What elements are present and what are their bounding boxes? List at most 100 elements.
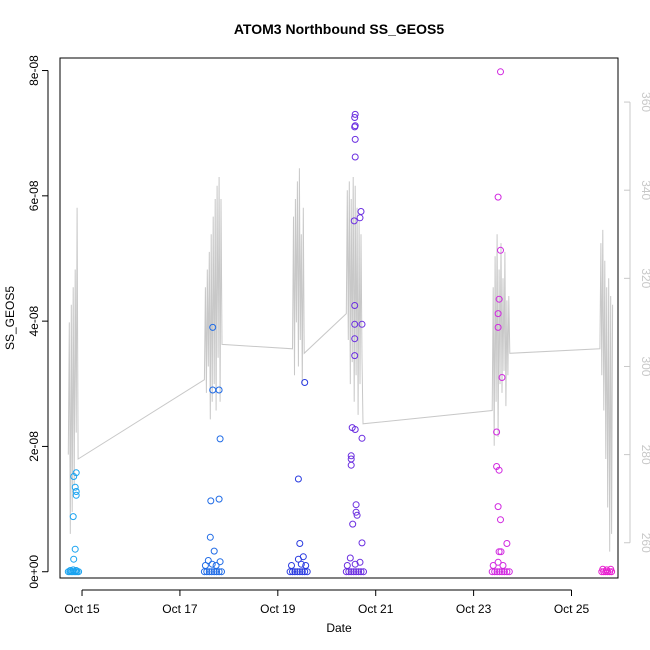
scatter-point: [301, 379, 309, 386]
scatter-point: [503, 568, 511, 576]
scatter-point: [209, 323, 217, 331]
x-tick-label: Oct 21: [358, 602, 394, 616]
scatter-point: [205, 568, 213, 576]
scatter-point: [360, 568, 367, 576]
x-tick-label: Oct 25: [554, 602, 590, 616]
chart-title: ATOM3 Northbound SS_GEOS5: [234, 21, 444, 37]
y-axis-label: SS_GEOS5: [3, 286, 17, 350]
scatter-point: [349, 520, 357, 528]
scatter-point: [499, 562, 507, 569]
scatter-point: [71, 545, 79, 553]
scatter-point: [351, 302, 359, 309]
scatter-point: [358, 434, 366, 442]
scatter-point: [298, 568, 306, 576]
scatter-point: [72, 491, 80, 499]
scatter-point: [496, 568, 503, 576]
scatter-point: [505, 568, 513, 576]
scatter-point: [357, 568, 365, 576]
scatter-point: [347, 452, 355, 460]
scatter-point: [72, 488, 80, 495]
scatter-point: [72, 469, 80, 477]
scatter-point: [495, 295, 503, 303]
scatter-point: [351, 320, 359, 328]
scatter-point: [208, 568, 216, 576]
scatter-point: [358, 320, 366, 328]
axes-layer: Oct 15 Oct 17 Oct 19 Oct 21 Oct 23 Oct 25 0e+0…: [27, 55, 650, 616]
scatter-point: [491, 568, 499, 576]
scatter-point: [489, 562, 497, 569]
scatter-points-layer: [64, 68, 616, 576]
scatter-point: [493, 568, 501, 576]
scatter-point: [351, 335, 359, 343]
scatter-point: [351, 135, 359, 143]
scatter-point: [299, 553, 307, 561]
scatter-point: [347, 568, 355, 576]
scatter-point: [296, 540, 304, 547]
secondary-series-layer: [67, 168, 614, 552]
scatter-point: [303, 568, 311, 576]
scatter-point: [347, 455, 355, 463]
scatter-point: [345, 568, 353, 576]
scatter-point: [72, 567, 80, 574]
scatter-point: [357, 208, 365, 215]
scatter-point: [346, 554, 354, 562]
scatter-point: [302, 562, 310, 569]
x-tick-label: Oct 17: [162, 602, 198, 616]
scatter-point: [347, 461, 355, 469]
scatter-point: [494, 558, 502, 566]
scatter-point: [352, 568, 360, 576]
scatter-point: [356, 558, 364, 566]
scatter-point: [351, 110, 359, 118]
scatter-point: [352, 508, 360, 516]
scatter-point: [494, 503, 502, 511]
scatter-point: [497, 68, 504, 76]
x-axis-label: Date: [326, 621, 352, 635]
scatter-point: [353, 511, 361, 519]
scatter-point: [497, 246, 504, 254]
scatter-point: [291, 568, 299, 576]
scatter-point: [497, 548, 505, 556]
scatter-point: [69, 566, 77, 574]
y-tick-label: 8e-08: [27, 55, 41, 86]
scatter-point: [216, 435, 224, 443]
scatter-point: [503, 540, 511, 547]
y-tick-label: 0e+00: [27, 555, 41, 589]
scatter-point: [210, 547, 218, 555]
scatter-point: [494, 323, 502, 331]
y2-tick-label: 360: [639, 92, 650, 112]
y2-tick-label: 340: [639, 180, 650, 200]
scatter-point: [355, 568, 363, 576]
scatter-point: [350, 568, 358, 576]
scatter-point: [358, 539, 366, 547]
scatter-point: [497, 516, 504, 524]
scatter-point: [498, 374, 506, 381]
scatter-point: [599, 565, 607, 573]
y2-tick-label: 320: [639, 268, 650, 288]
scatter-point: [206, 533, 214, 541]
scatter-point: [494, 193, 502, 201]
plot-frame: [59, 57, 619, 579]
y2-tick-label: 260: [639, 533, 650, 553]
x-tick-label: Oct 15: [64, 602, 100, 616]
scatter-point: [351, 352, 359, 360]
scatter-point: [343, 562, 351, 569]
scatter-point: [208, 560, 216, 568]
secondary-series-line: [67, 168, 614, 552]
y-tick-label: 4e-08: [27, 305, 41, 336]
scatter-point: [215, 568, 223, 576]
scatter-point: [216, 558, 224, 566]
scatter-point: [351, 114, 359, 121]
scatter-point: [495, 548, 503, 556]
y-tick-label: 6e-08: [27, 180, 41, 211]
y2-tick-label: 280: [639, 445, 650, 465]
scatter-point: [70, 555, 78, 563]
scatter-point: [69, 513, 77, 521]
scatter-point: [607, 565, 615, 573]
scatter-point: [603, 566, 611, 574]
scatter-point: [351, 122, 359, 130]
scatter-point: [288, 562, 295, 569]
scatter-point: [294, 475, 302, 483]
scatter-point: [210, 568, 218, 576]
scatter-point: [494, 310, 502, 318]
scatter-point: [356, 214, 364, 222]
